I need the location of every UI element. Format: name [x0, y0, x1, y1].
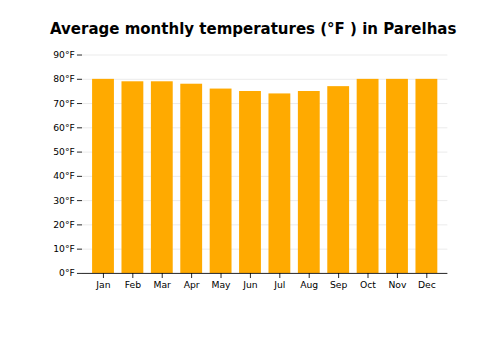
svg-text:Aug: Aug	[300, 279, 318, 290]
svg-text:Jan: Jan	[95, 279, 110, 290]
svg-text:Oct: Oct	[360, 279, 376, 290]
svg-text:Sep: Sep	[330, 279, 348, 290]
svg-text:Feb: Feb	[125, 279, 141, 290]
svg-text:Nov: Nov	[388, 279, 407, 290]
svg-text:May: May	[211, 279, 231, 290]
svg-text:Jun: Jun	[242, 279, 258, 290]
svg-text:80°F: 80°F	[53, 73, 75, 84]
svg-text:90°F: 90°F	[53, 49, 75, 60]
html-text:Average monthly temperatures (: Average monthly temperatures (°F ) in Pa…	[50, 20, 457, 38]
svg-text:40°F: 40°F	[53, 170, 75, 181]
svg-text:0°F: 0°F	[59, 267, 75, 278]
svg-text:Apr: Apr	[184, 279, 200, 290]
svg-text:30°F: 30°F	[53, 195, 75, 206]
svg-text:50°F: 50°F	[53, 146, 75, 157]
svg-text:Jul: Jul	[273, 279, 285, 290]
svg-text:10°F: 10°F	[53, 243, 75, 254]
svg-text:60°F: 60°F	[53, 122, 75, 133]
svg-text:70°F: 70°F	[53, 98, 75, 109]
svg-text:Dec: Dec	[418, 279, 436, 290]
svg-text:20°F: 20°F	[53, 219, 75, 230]
svg-text:Mar: Mar	[154, 279, 172, 290]
